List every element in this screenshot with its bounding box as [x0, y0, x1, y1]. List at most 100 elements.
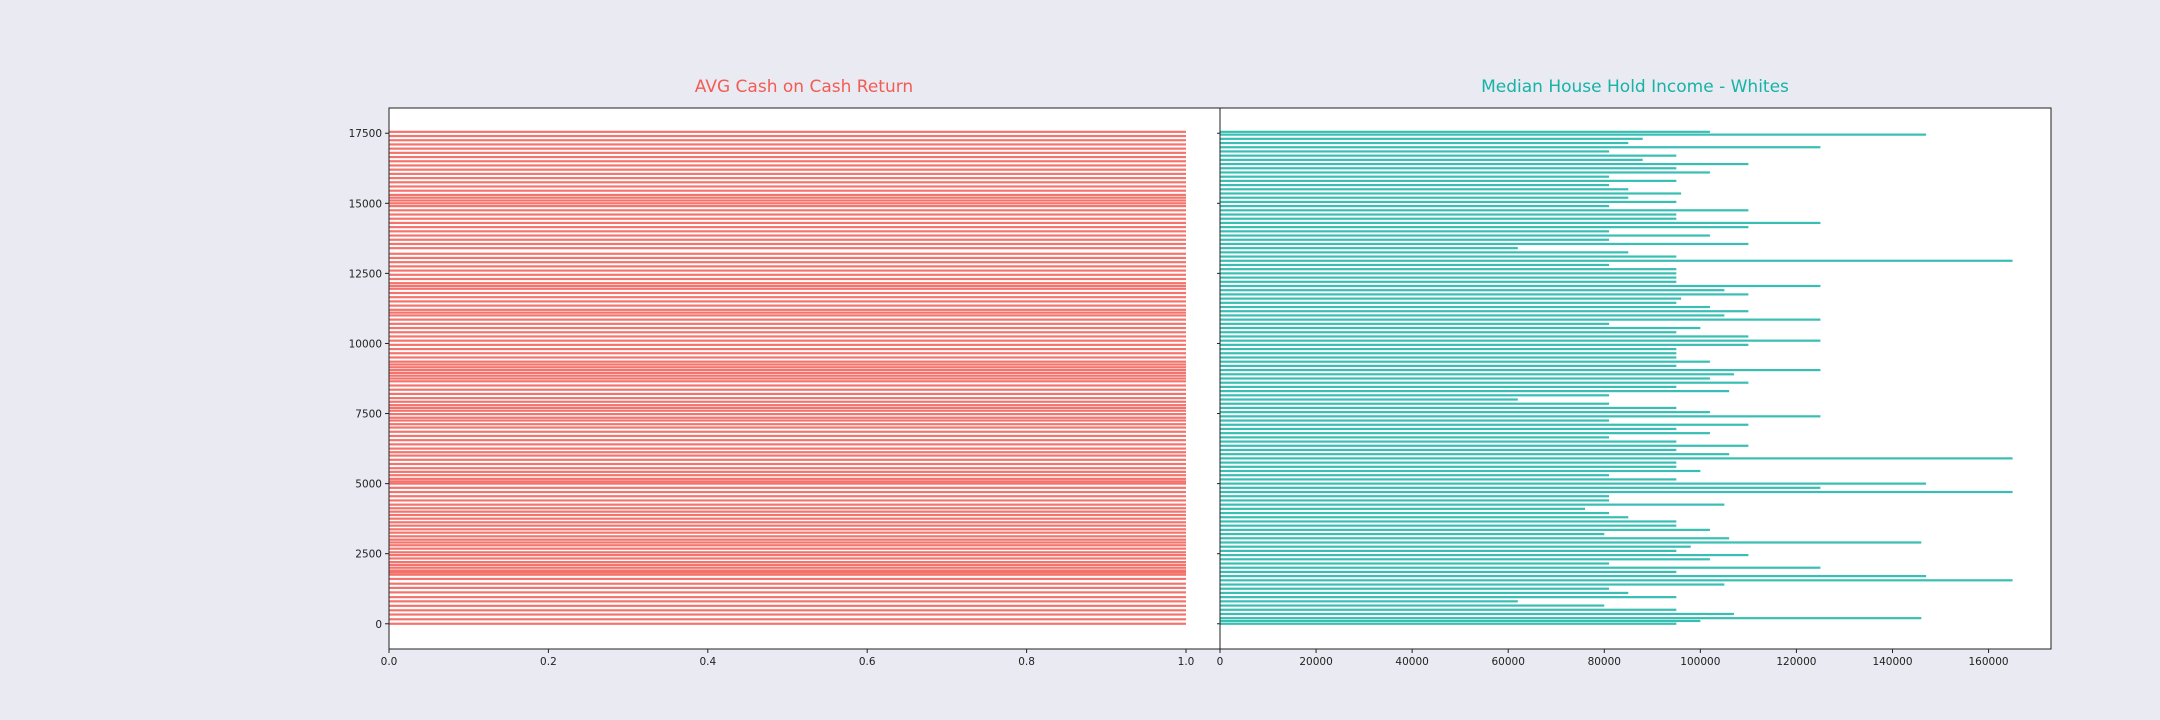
right-bar	[1220, 230, 1610, 233]
left-bar	[389, 430, 1186, 433]
left-bar	[389, 331, 1186, 334]
left-bar	[389, 238, 1186, 241]
left-bar	[389, 226, 1186, 229]
left-bar	[389, 221, 1186, 225]
right-bar	[1220, 205, 1610, 208]
left-bar	[389, 134, 1186, 138]
left-y-tick-label: 2500	[355, 549, 382, 561]
right-bar	[1220, 495, 1610, 498]
right-bar	[1220, 326, 1701, 330]
left-bar	[389, 503, 1186, 506]
left-y-tick-label: 10000	[349, 338, 382, 350]
left-y-tick-label: 5000	[355, 479, 382, 491]
right-bar	[1220, 566, 1821, 569]
left-bar	[389, 287, 1186, 290]
right-bar	[1220, 390, 1730, 393]
right-bar	[1220, 352, 1677, 355]
left-x-tick-label: 0.2	[540, 656, 557, 668]
left-bar	[389, 569, 1186, 572]
right-bar	[1220, 419, 1610, 422]
left-bar	[389, 384, 1186, 387]
left-bar	[389, 439, 1186, 442]
right-bar	[1220, 162, 1749, 166]
right-bar	[1220, 444, 1749, 447]
right-bar	[1220, 167, 1677, 170]
right-bar	[1220, 314, 1725, 317]
left-x-tick-label: 0.4	[699, 656, 716, 668]
right-bar	[1220, 385, 1677, 389]
left-bar	[389, 168, 1186, 171]
right-bar	[1220, 520, 1677, 523]
left-bar	[389, 363, 1186, 366]
left-bar	[389, 143, 1186, 146]
left-bar	[389, 380, 1186, 383]
right-bar	[1220, 490, 2013, 494]
right-bar	[1220, 297, 1682, 300]
right-bar	[1220, 200, 1677, 203]
right-bar	[1220, 545, 1691, 548]
right-bar	[1220, 604, 1605, 607]
left-bar	[389, 507, 1186, 510]
right-bar	[1220, 318, 1821, 321]
left-bar	[389, 242, 1186, 246]
right-bar	[1220, 478, 1677, 481]
right-x-tick-label: 40000	[1395, 656, 1428, 668]
right-bar	[1220, 453, 1730, 456]
left-bar	[389, 490, 1186, 494]
right-bar	[1220, 259, 2013, 262]
right-bar	[1220, 272, 1677, 275]
right-bar	[1220, 146, 1821, 149]
left-x-tick-label: 0.0	[381, 656, 398, 668]
right-bar	[1220, 537, 1730, 540]
left-bar	[389, 300, 1186, 303]
left-bar	[389, 392, 1186, 396]
left-bar	[389, 604, 1186, 607]
left-bar	[389, 462, 1186, 466]
left-bar	[389, 368, 1186, 372]
left-bar	[389, 447, 1186, 450]
right-x-tick-label: 20000	[1299, 656, 1332, 668]
right-bar	[1220, 570, 1677, 574]
right-bar	[1220, 406, 1677, 410]
right-bar	[1220, 423, 1749, 426]
right-bar	[1220, 499, 1610, 502]
right-bar	[1220, 608, 1677, 611]
left-bar	[389, 486, 1186, 489]
left-bar	[389, 573, 1186, 576]
right-plot-frame	[1219, 107, 2052, 650]
left-bar	[389, 577, 1186, 581]
right-bar	[1220, 221, 1821, 225]
left-bar	[389, 209, 1186, 212]
right-bar	[1220, 558, 1710, 561]
left-bar	[389, 265, 1186, 268]
left-bar	[389, 571, 1186, 574]
left-bar	[389, 185, 1186, 188]
right-bar	[1220, 486, 1821, 489]
right-bar	[1220, 335, 1749, 338]
right-bar	[1220, 579, 2013, 582]
left-bar	[389, 470, 1186, 473]
left-bar	[389, 613, 1186, 616]
left-bar	[389, 554, 1186, 557]
left-bar	[389, 477, 1186, 480]
right-bar	[1220, 310, 1749, 313]
left-chart-title: AVG Cash on Cash Return	[695, 77, 913, 97]
left-bar	[389, 247, 1186, 250]
left-bar	[389, 318, 1186, 321]
left-bar	[389, 282, 1186, 285]
right-bar	[1220, 284, 1821, 288]
right-bar	[1220, 368, 1821, 372]
left-bar	[389, 371, 1186, 374]
right-bar	[1220, 209, 1749, 212]
left-bar	[389, 130, 1186, 133]
right-bar	[1220, 554, 1749, 557]
right-bar	[1220, 600, 1518, 603]
right-bar	[1220, 612, 1734, 616]
right-bar	[1220, 415, 1821, 418]
left-bar	[389, 521, 1186, 524]
left-bar	[389, 451, 1186, 454]
right-bar	[1220, 171, 1710, 174]
right-bar	[1220, 373, 1734, 376]
right-bar	[1220, 524, 1677, 527]
left-bar	[389, 510, 1186, 513]
